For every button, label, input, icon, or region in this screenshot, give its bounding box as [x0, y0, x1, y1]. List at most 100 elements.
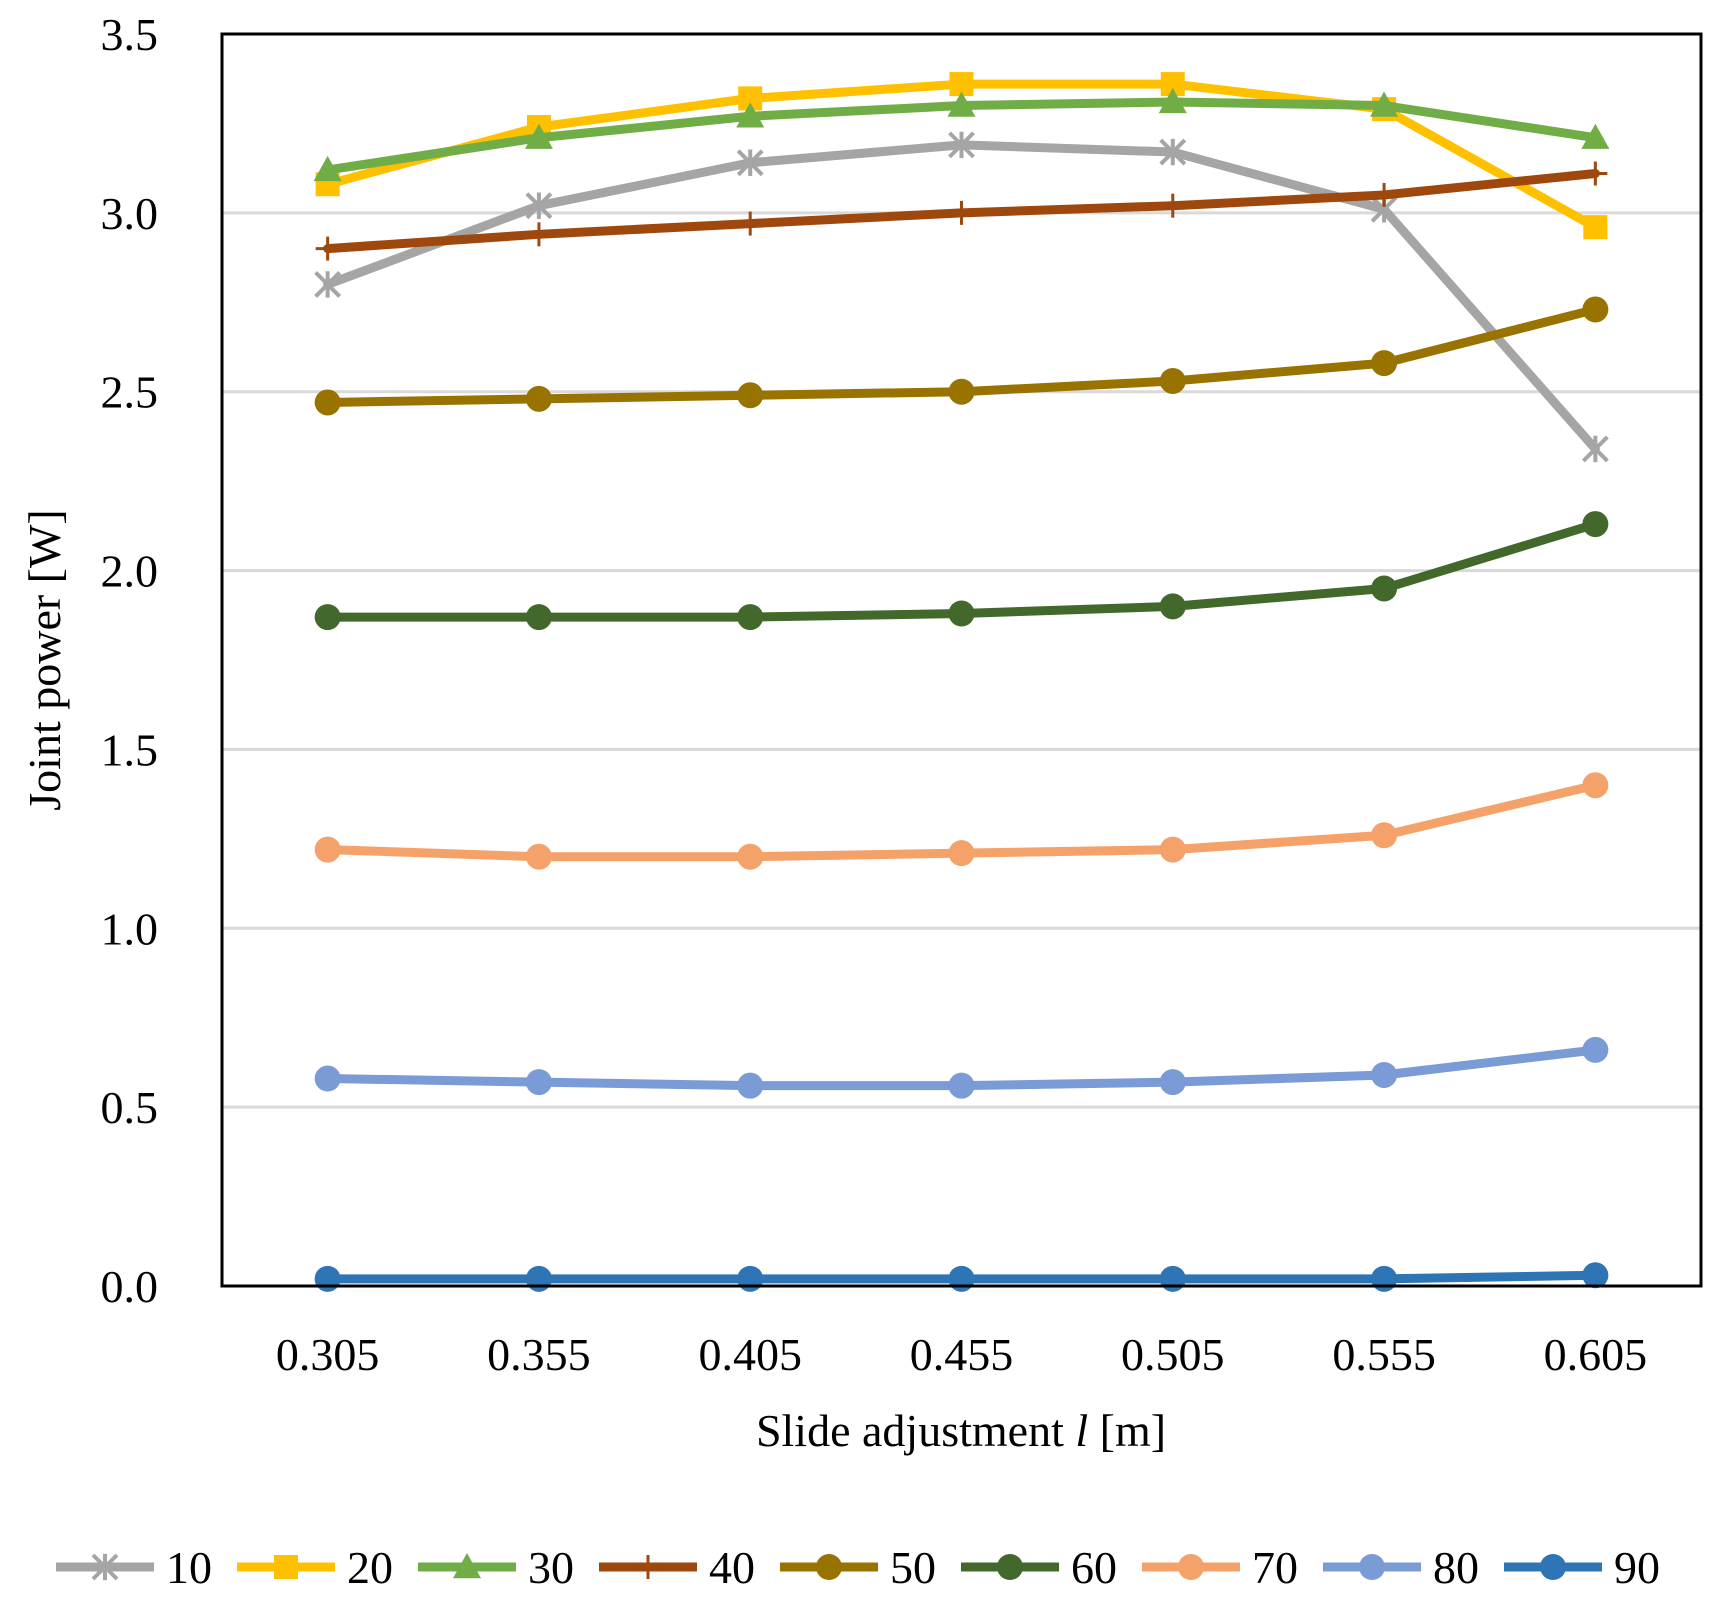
data-point-90 — [737, 1265, 764, 1292]
y-tick-label: 1.5 — [101, 724, 159, 775]
data-point-70 — [1582, 772, 1609, 799]
data-point-70 — [1371, 822, 1398, 849]
x-axis-label-main: Slide adjustment — [756, 1405, 1075, 1456]
data-point-70 — [948, 840, 975, 867]
data-point-60 — [1371, 575, 1398, 602]
data-point-30 — [947, 91, 976, 117]
gridlines — [222, 211, 1701, 1109]
series-50 — [314, 296, 1609, 416]
data-point-50 — [314, 389, 341, 416]
y-tick-label: 0.0 — [101, 1261, 159, 1312]
legend-label: 20 — [347, 1542, 393, 1593]
data-point-60 — [1159, 593, 1186, 620]
series-10 — [314, 131, 1609, 463]
legend-marker — [1178, 1554, 1204, 1580]
data-point-90 — [1582, 1262, 1609, 1289]
data-point-30 — [1581, 123, 1610, 149]
x-tick-label: 0.505 — [1121, 1329, 1225, 1380]
y-axis-ticks: 0.0 0.5 1.0 1.5 2.0 2.5 3.0 3.5 — [101, 9, 159, 1312]
legend-label: 90 — [1614, 1542, 1660, 1593]
x-axis-ticks: 0.305 0.355 0.405 0.455 0.505 0.555 0.605 — [276, 1329, 1647, 1380]
y-tick-label: 1.0 — [101, 903, 159, 954]
legend: 10 20 30 40 50 60 70 80 90 — [56, 1542, 1660, 1593]
x-tick-label: 0.355 — [487, 1329, 591, 1380]
data-point-30 — [1158, 87, 1187, 114]
legend-label: 80 — [1433, 1542, 1479, 1593]
x-tick-label: 0.405 — [698, 1329, 802, 1380]
data-point-30 — [524, 123, 553, 149]
x-tick-label: 0.555 — [1332, 1329, 1436, 1380]
legend-marker — [1540, 1554, 1566, 1580]
data-point-90 — [1371, 1265, 1398, 1292]
legend-marker — [1359, 1554, 1385, 1580]
series-70 — [314, 772, 1609, 870]
legend-marker — [274, 1555, 298, 1579]
x-tick-label: 0.305 — [276, 1329, 380, 1380]
y-tick-label: 2.0 — [101, 546, 159, 597]
data-point-10 — [314, 270, 342, 298]
data-point-40 — [949, 200, 974, 225]
data-point-60 — [314, 604, 341, 631]
series-60 — [314, 511, 1609, 631]
legend-label: 70 — [1252, 1542, 1298, 1593]
data-point-50 — [1159, 367, 1186, 394]
data-point-40 — [526, 222, 551, 247]
series-lines — [313, 72, 1610, 1292]
y-tick-label: 2.5 — [101, 367, 159, 418]
x-axis-label-unit: [m] — [1088, 1405, 1166, 1456]
series-40 — [315, 161, 1608, 261]
data-point-90 — [525, 1265, 552, 1292]
data-point-80 — [948, 1072, 975, 1099]
legend-label: 40 — [709, 1542, 755, 1593]
data-point-50 — [948, 378, 975, 405]
legend-label: 10 — [166, 1542, 212, 1593]
data-point-80 — [1371, 1061, 1398, 1088]
data-point-70 — [737, 843, 764, 870]
data-point-90 — [948, 1265, 975, 1292]
legend-marker — [91, 1553, 119, 1581]
legend-marker — [453, 1553, 481, 1579]
legend-marker — [997, 1554, 1023, 1580]
legend-label: 50 — [890, 1542, 936, 1593]
x-axis-label: Slide adjustment l [m] — [756, 1405, 1166, 1456]
data-point-80 — [1159, 1069, 1186, 1096]
plot-area-border — [220, 32, 1703, 1288]
x-tick-label: 0.605 — [1544, 1329, 1648, 1380]
data-point-10 — [525, 192, 553, 220]
legend-marker — [636, 1555, 660, 1579]
data-point-50 — [737, 382, 764, 409]
legend-item-10: 10 — [56, 1542, 212, 1593]
series-30 — [313, 87, 1610, 182]
data-point-70 — [1159, 836, 1186, 863]
legend-item-50: 50 — [780, 1542, 936, 1593]
legend-item-80: 80 — [1323, 1542, 1479, 1593]
data-point-40 — [1160, 193, 1185, 218]
data-point-80 — [314, 1065, 341, 1092]
series-80 — [314, 1036, 1609, 1099]
y-tick-label: 3.5 — [101, 9, 159, 60]
legend-label: 60 — [1071, 1542, 1117, 1593]
data-point-70 — [314, 836, 341, 863]
data-point-40 — [1372, 182, 1397, 207]
x-tick-label: 0.455 — [910, 1329, 1014, 1380]
data-point-40 — [315, 236, 340, 261]
data-point-70 — [525, 843, 552, 870]
data-point-10 — [1159, 138, 1187, 166]
data-point-60 — [948, 600, 975, 627]
data-point-80 — [737, 1072, 764, 1099]
data-point-60 — [737, 604, 764, 631]
data-point-80 — [1582, 1036, 1609, 1063]
data-point-60 — [525, 604, 552, 631]
data-point-10 — [1581, 435, 1609, 463]
data-point-30 — [736, 102, 765, 128]
data-point-20 — [1583, 215, 1608, 240]
legend-item-60: 60 — [961, 1542, 1117, 1593]
x-axis-label-variable: l — [1075, 1405, 1088, 1456]
data-point-90 — [1159, 1265, 1186, 1292]
legend-item-90: 90 — [1504, 1542, 1660, 1593]
y-tick-label: 0.5 — [101, 1082, 159, 1133]
data-point-40 — [738, 211, 763, 236]
data-point-50 — [1582, 296, 1609, 323]
